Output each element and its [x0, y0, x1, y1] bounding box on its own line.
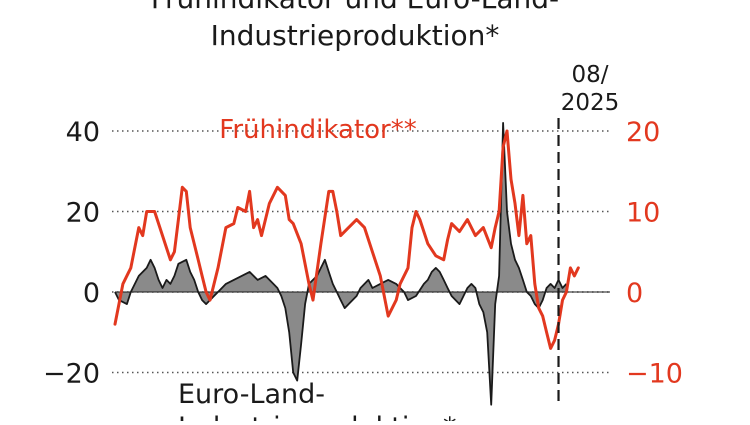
chart-marks	[113, 122, 610, 406]
left-tick-label: 40	[66, 117, 100, 148]
gridlines	[112, 130, 612, 374]
right-axis-ticks: 20 10 0 −10	[626, 117, 683, 390]
legend-label-industrieproduktion-line2: Industrieproduktion*	[178, 412, 456, 421]
industrieproduktion-line	[114, 122, 568, 406]
legend-label-fruehindikator: Frühindikator**	[219, 115, 416, 145]
legend-label-industrieproduktion-line1: Euro-Land-	[178, 379, 325, 410]
left-tick-label: 0	[83, 278, 100, 309]
right-tick-label: 10	[626, 198, 660, 229]
right-tick-label: 0	[626, 278, 643, 309]
left-tick-label: 20	[66, 198, 100, 229]
chart-title-line1: Frühindikator und Euro-Land-	[151, 0, 559, 15]
left-tick-label: −20	[43, 359, 100, 390]
marker-label-line2: 2025	[561, 90, 620, 116]
marker-label-line1: 08/	[571, 62, 608, 88]
right-tick-label: 20	[626, 117, 660, 148]
fruehindikator-line	[113, 129, 580, 350]
left-axis-ticks: 40 20 0 −20	[43, 117, 100, 390]
chart-title-line2: Industrieproduktion*	[211, 19, 500, 52]
right-tick-label: −10	[626, 359, 683, 390]
